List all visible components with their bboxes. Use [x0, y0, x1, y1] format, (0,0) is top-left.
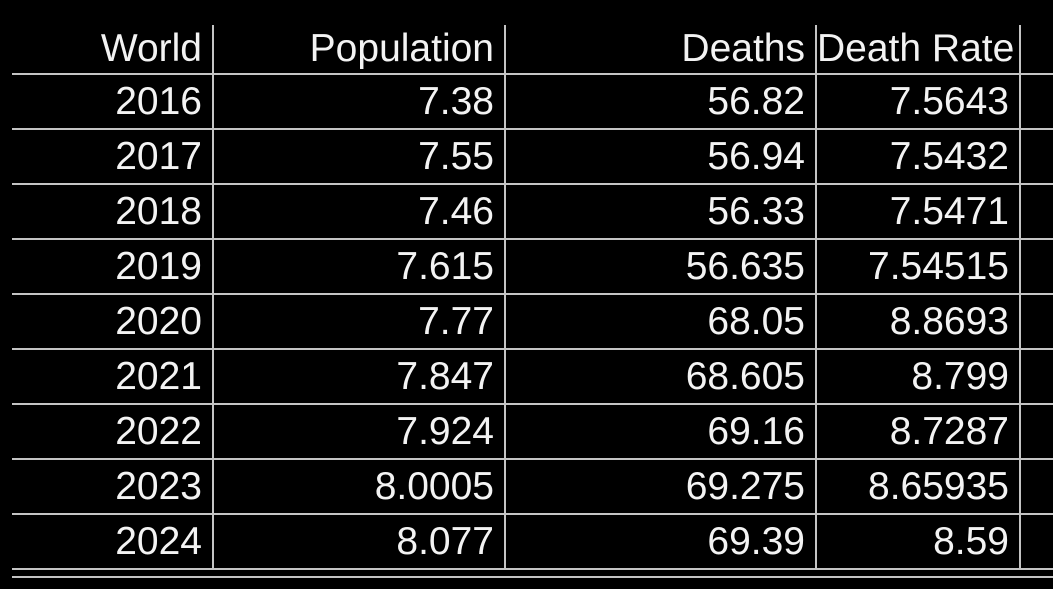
cell-population: 7.615	[213, 239, 506, 295]
cell-death-rate: 8.65935	[816, 459, 1021, 515]
table-row: 2018 7.46 56.33 7.5471	[12, 184, 1053, 240]
cell-population: 7.38	[213, 74, 506, 130]
cell-year: 2017	[12, 129, 214, 185]
cell-population: 7.847	[213, 349, 506, 405]
cell-year: 2016	[12, 74, 214, 130]
table-row: 2020 7.77 68.05 8.8693	[12, 294, 1053, 350]
cell-year: 2021	[12, 349, 214, 405]
table-row: 2016 7.38 56.82 7.5643	[12, 74, 1053, 130]
row-gutter-cell	[1020, 349, 1053, 405]
column-header-deaths: Deaths	[505, 25, 817, 75]
row-gutter-cell	[1020, 514, 1053, 570]
column-header-world: World	[12, 25, 214, 75]
cell-deaths: 68.05	[505, 294, 817, 350]
cell-death-rate: 7.54515	[816, 239, 1021, 295]
header-gutter-cell	[1020, 25, 1053, 75]
row-gutter-cell	[1020, 459, 1053, 515]
cell-year: 2023	[12, 459, 214, 515]
row-gutter-cell	[1020, 184, 1053, 240]
cell-population: 7.77	[213, 294, 506, 350]
cell-death-rate: 7.5643	[816, 74, 1021, 130]
cell-year: 2020	[12, 294, 214, 350]
cell-deaths: 56.33	[505, 184, 817, 240]
cell-population: 7.55	[213, 129, 506, 185]
cell-population: 8.0005	[213, 459, 506, 515]
table-row: 2024 8.077 69.39 8.59	[12, 514, 1053, 570]
row-gutter-cell	[1020, 239, 1053, 295]
table-row: 2021 7.847 68.605 8.799	[12, 349, 1053, 405]
row-gutter-cell	[1020, 294, 1053, 350]
column-header-population: Population	[213, 25, 506, 75]
cell-year: 2024	[12, 514, 214, 570]
table-row: 2023 8.0005 69.275 8.65935	[12, 459, 1053, 515]
table-bottom-double-rule	[12, 576, 1053, 578]
world-data-table: World Population Deaths Death Rate 2016 …	[12, 25, 1053, 570]
cell-deaths: 56.82	[505, 74, 817, 130]
cell-year: 2018	[12, 184, 214, 240]
cell-population: 8.077	[213, 514, 506, 570]
cell-year: 2019	[12, 239, 214, 295]
row-gutter-cell	[1020, 74, 1053, 130]
cell-death-rate: 8.799	[816, 349, 1021, 405]
cell-deaths: 56.635	[505, 239, 817, 295]
table-row: 2017 7.55 56.94 7.5432	[12, 129, 1053, 185]
cell-death-rate: 8.7287	[816, 404, 1021, 460]
row-gutter-cell	[1020, 129, 1053, 185]
table-header-row: World Population Deaths Death Rate	[12, 25, 1053, 75]
cell-death-rate: 8.8693	[816, 294, 1021, 350]
cell-population: 7.924	[213, 404, 506, 460]
row-gutter-cell	[1020, 404, 1053, 460]
table-row: 2019 7.615 56.635 7.54515	[12, 239, 1053, 295]
cell-death-rate: 7.5471	[816, 184, 1021, 240]
cell-year: 2022	[12, 404, 214, 460]
cell-population: 7.46	[213, 184, 506, 240]
column-header-death-rate: Death Rate	[816, 25, 1021, 75]
cell-death-rate: 7.5432	[816, 129, 1021, 185]
table-row: 2022 7.924 69.16 8.7287	[12, 404, 1053, 460]
cell-deaths: 68.605	[505, 349, 817, 405]
cell-death-rate: 8.59	[816, 514, 1021, 570]
cell-deaths: 69.39	[505, 514, 817, 570]
cell-deaths: 69.16	[505, 404, 817, 460]
cell-deaths: 69.275	[505, 459, 817, 515]
cell-deaths: 56.94	[505, 129, 817, 185]
